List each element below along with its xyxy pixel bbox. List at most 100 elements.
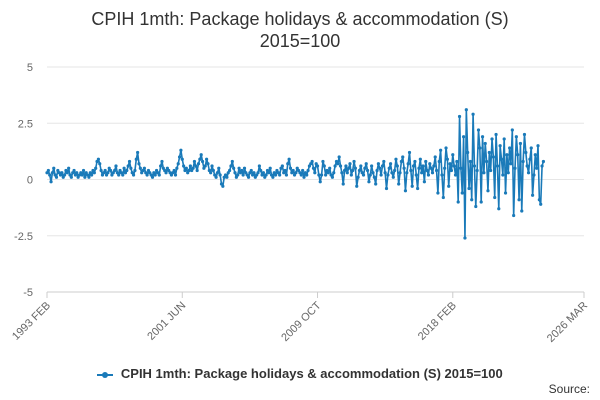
data-point — [528, 157, 532, 161]
data-point — [121, 173, 125, 177]
data-point — [336, 162, 340, 166]
data-point — [72, 168, 76, 173]
data-point — [267, 171, 271, 175]
data-point — [364, 162, 368, 166]
data-point — [225, 175, 229, 179]
data-point — [62, 173, 67, 177]
data-point — [349, 173, 353, 177]
data-point — [418, 157, 422, 161]
legend[interactable]: CPIH 1mth: Package holidays & accommodat… — [0, 366, 600, 381]
y-tick-label: -5 — [23, 287, 33, 299]
data-point — [299, 173, 303, 177]
data-point — [537, 198, 541, 202]
data-point — [353, 166, 357, 170]
data-point — [421, 164, 425, 168]
data-point — [187, 168, 191, 173]
data-point — [475, 168, 479, 173]
data-point — [80, 173, 84, 177]
data-point — [407, 150, 412, 155]
data-point — [324, 173, 328, 177]
data-point — [460, 191, 464, 195]
data-point — [517, 198, 521, 202]
data-point — [114, 164, 118, 168]
data-point — [195, 168, 199, 173]
data-point — [529, 146, 533, 150]
data-point — [379, 173, 383, 177]
data-point — [315, 164, 320, 168]
data-point — [301, 168, 305, 173]
data-point — [453, 173, 458, 177]
data-point — [159, 164, 163, 168]
data-point — [351, 168, 355, 173]
data-point — [150, 175, 155, 179]
data-point — [332, 171, 336, 175]
data-point — [338, 164, 343, 168]
data-point — [497, 207, 501, 211]
data-point — [205, 157, 209, 161]
data-point — [342, 168, 347, 173]
data-point — [240, 168, 244, 173]
data-point — [345, 171, 349, 175]
data-point — [175, 166, 179, 170]
data-point — [199, 153, 203, 157]
data-point — [75, 171, 79, 175]
data-point — [532, 173, 536, 177]
data-point — [514, 135, 518, 139]
data-point — [69, 175, 73, 179]
data-point — [65, 171, 69, 175]
data-point — [455, 159, 459, 164]
data-point — [486, 189, 490, 193]
data-point — [372, 175, 376, 179]
x-tick-label: 2009 OCT — [279, 299, 324, 344]
data-point — [203, 164, 207, 168]
data-point — [503, 191, 508, 195]
data-point — [425, 168, 429, 173]
data-point — [471, 112, 475, 116]
data-point — [490, 137, 494, 141]
y-tick-label: -2.5 — [14, 231, 33, 243]
data-point — [288, 166, 293, 170]
data-point — [448, 162, 452, 166]
data-point — [311, 166, 316, 170]
data-point — [180, 157, 184, 161]
data-point — [294, 171, 298, 175]
data-point — [371, 171, 375, 175]
data-point — [287, 157, 291, 161]
data-point — [370, 164, 374, 168]
data-point — [393, 168, 397, 173]
data-point — [399, 159, 403, 164]
data-point — [46, 168, 50, 173]
data-point — [117, 173, 121, 177]
data-point — [382, 159, 386, 164]
data-point — [470, 198, 474, 202]
data-point — [459, 166, 463, 170]
data-point — [522, 132, 527, 137]
data-point — [246, 175, 251, 179]
data-point — [361, 173, 366, 177]
data-point — [306, 168, 310, 173]
data-point — [512, 213, 516, 218]
data-point — [256, 171, 260, 175]
legend-label[interactable]: CPIH 1mth: Package holidays & accommodat… — [120, 366, 503, 381]
data-point — [363, 166, 367, 170]
data-point — [133, 168, 137, 173]
data-point — [291, 168, 295, 173]
data-point — [449, 168, 454, 173]
data-point — [337, 155, 341, 159]
data-point — [347, 166, 351, 170]
data-point — [271, 175, 275, 179]
data-point — [330, 175, 335, 179]
data-point — [417, 166, 421, 170]
chart-subtitle: 2015=100 — [259, 31, 341, 51]
x-tick-label: 2001 JUN — [145, 300, 188, 343]
data-point — [506, 171, 510, 175]
data-point — [164, 171, 168, 175]
data-point — [87, 175, 91, 179]
data-point — [274, 173, 278, 177]
data-point — [444, 146, 448, 150]
data-point — [54, 175, 59, 179]
data-point — [463, 236, 467, 240]
data-point — [436, 191, 440, 195]
data-point — [96, 157, 100, 161]
